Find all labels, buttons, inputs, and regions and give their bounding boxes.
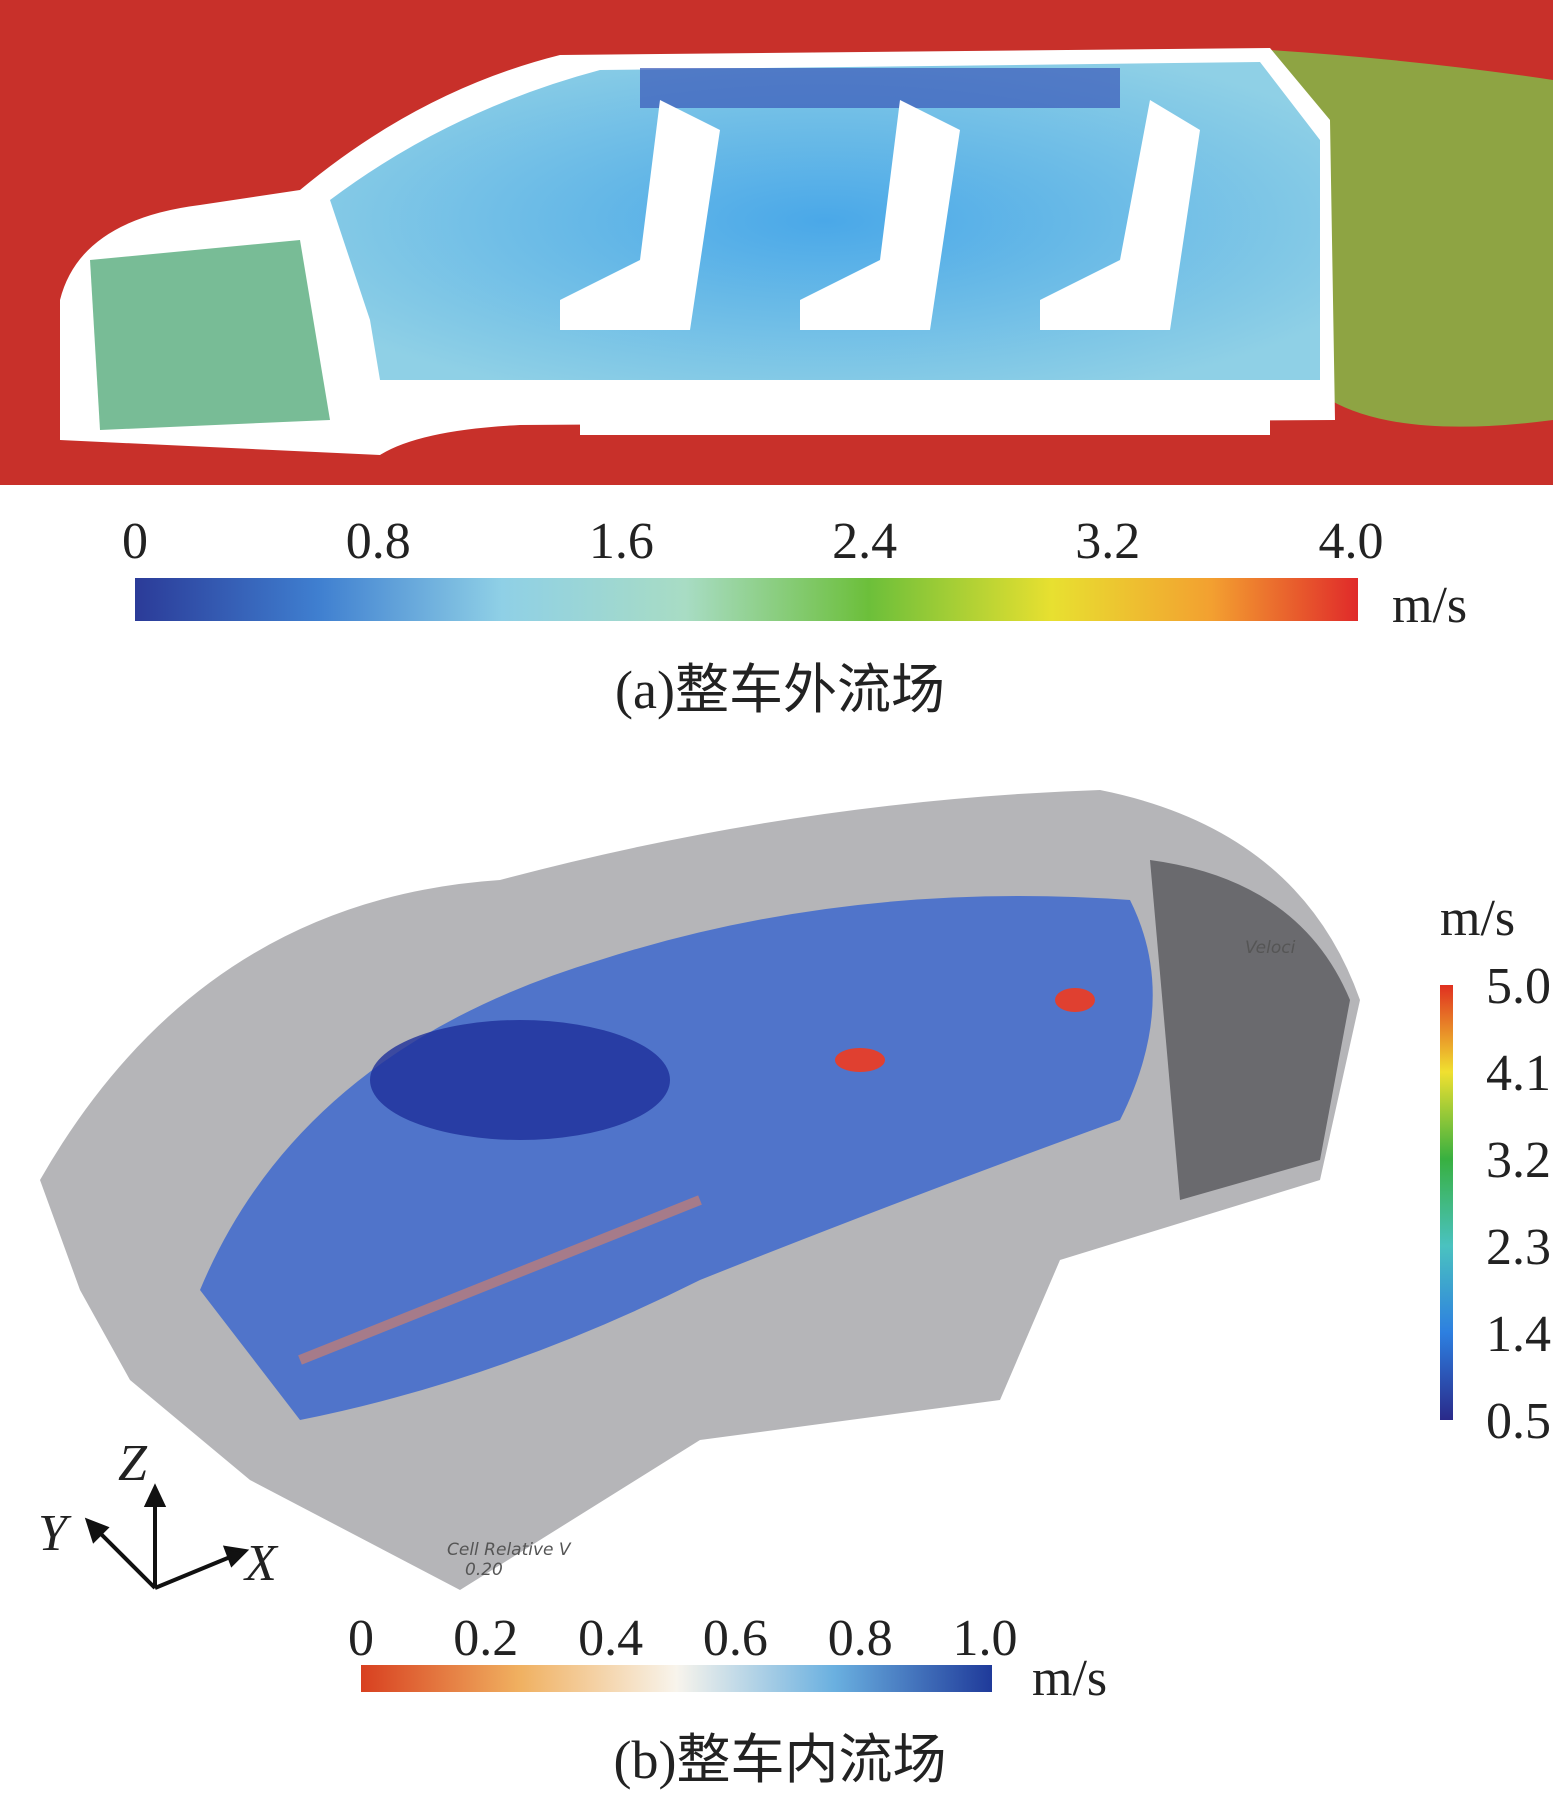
colorbar-tick-label: 5.0 — [1486, 958, 1551, 1015]
colorbar-a-unit: m/s — [1392, 577, 1467, 634]
colorbar-tick-label: 2.3 — [1486, 1219, 1551, 1276]
caption-a: (a)整车外流场 — [615, 660, 945, 720]
axis-label-y: Y — [38, 1505, 72, 1562]
colorbar-tick-label: 3.2 — [1075, 513, 1140, 570]
colorbar-a — [135, 578, 1358, 621]
colorbar-tick-label: 3.2 — [1486, 1132, 1551, 1189]
horizontal-colorbar — [361, 1665, 992, 1692]
vertical-colorbar — [1440, 985, 1453, 1420]
axis-triad — [84, 1483, 250, 1590]
horizontal-colorbar-ticks: 0 0.2 0.4 0.6 0.8 1.0 — [348, 1610, 1018, 1667]
axis-label-x: X — [243, 1535, 279, 1592]
colorbar-tick-label: 1.6 — [589, 513, 654, 570]
external-flow-image — [0, 0, 1553, 485]
overlay-text: Veloci — [1245, 938, 1296, 958]
colorbar-tick-label: 0.5 — [1486, 1393, 1551, 1450]
colorbar-tick-label: 0.8 — [828, 1610, 893, 1667]
vertical-colorbar-ticks: 5.0 4.1 3.2 2.3 1.4 0.5 — [1486, 958, 1551, 1450]
internal-flow-image: Veloci Cell Relative V 0.20 — [40, 790, 1360, 1590]
colorbar-tick-label: 4.0 — [1319, 513, 1384, 570]
colorbar-tick-label: 0 — [348, 1610, 374, 1667]
colorbar-tick-label: 0.8 — [346, 513, 411, 570]
colorbar-a-ticks: 0 0.8 1.6 2.4 3.2 4.0 — [122, 513, 1384, 570]
horizontal-colorbar-unit: m/s — [1032, 1650, 1107, 1707]
colorbar-tick-label: 4.1 — [1486, 1045, 1551, 1102]
vertical-colorbar-unit: m/s — [1440, 890, 1515, 947]
colorbar-tick-label: 0 — [122, 513, 148, 570]
colorbar-tick-label: 1.0 — [953, 1610, 1018, 1667]
colorbar-tick-label: 0.6 — [703, 1610, 768, 1667]
overlay-text: Cell Relative V — [447, 1540, 572, 1560]
colorbar-tick-label: 0.4 — [578, 1610, 643, 1667]
axis-label-z: Z — [118, 1435, 148, 1492]
colorbar-tick-label: 2.4 — [832, 513, 897, 570]
colorbar-tick-label: 0.2 — [453, 1610, 518, 1667]
caption-b: (b)整车内流场 — [614, 1730, 947, 1790]
colorbar-tick-label: 1.4 — [1486, 1306, 1551, 1363]
overlay-text: 0.20 — [465, 1560, 503, 1580]
